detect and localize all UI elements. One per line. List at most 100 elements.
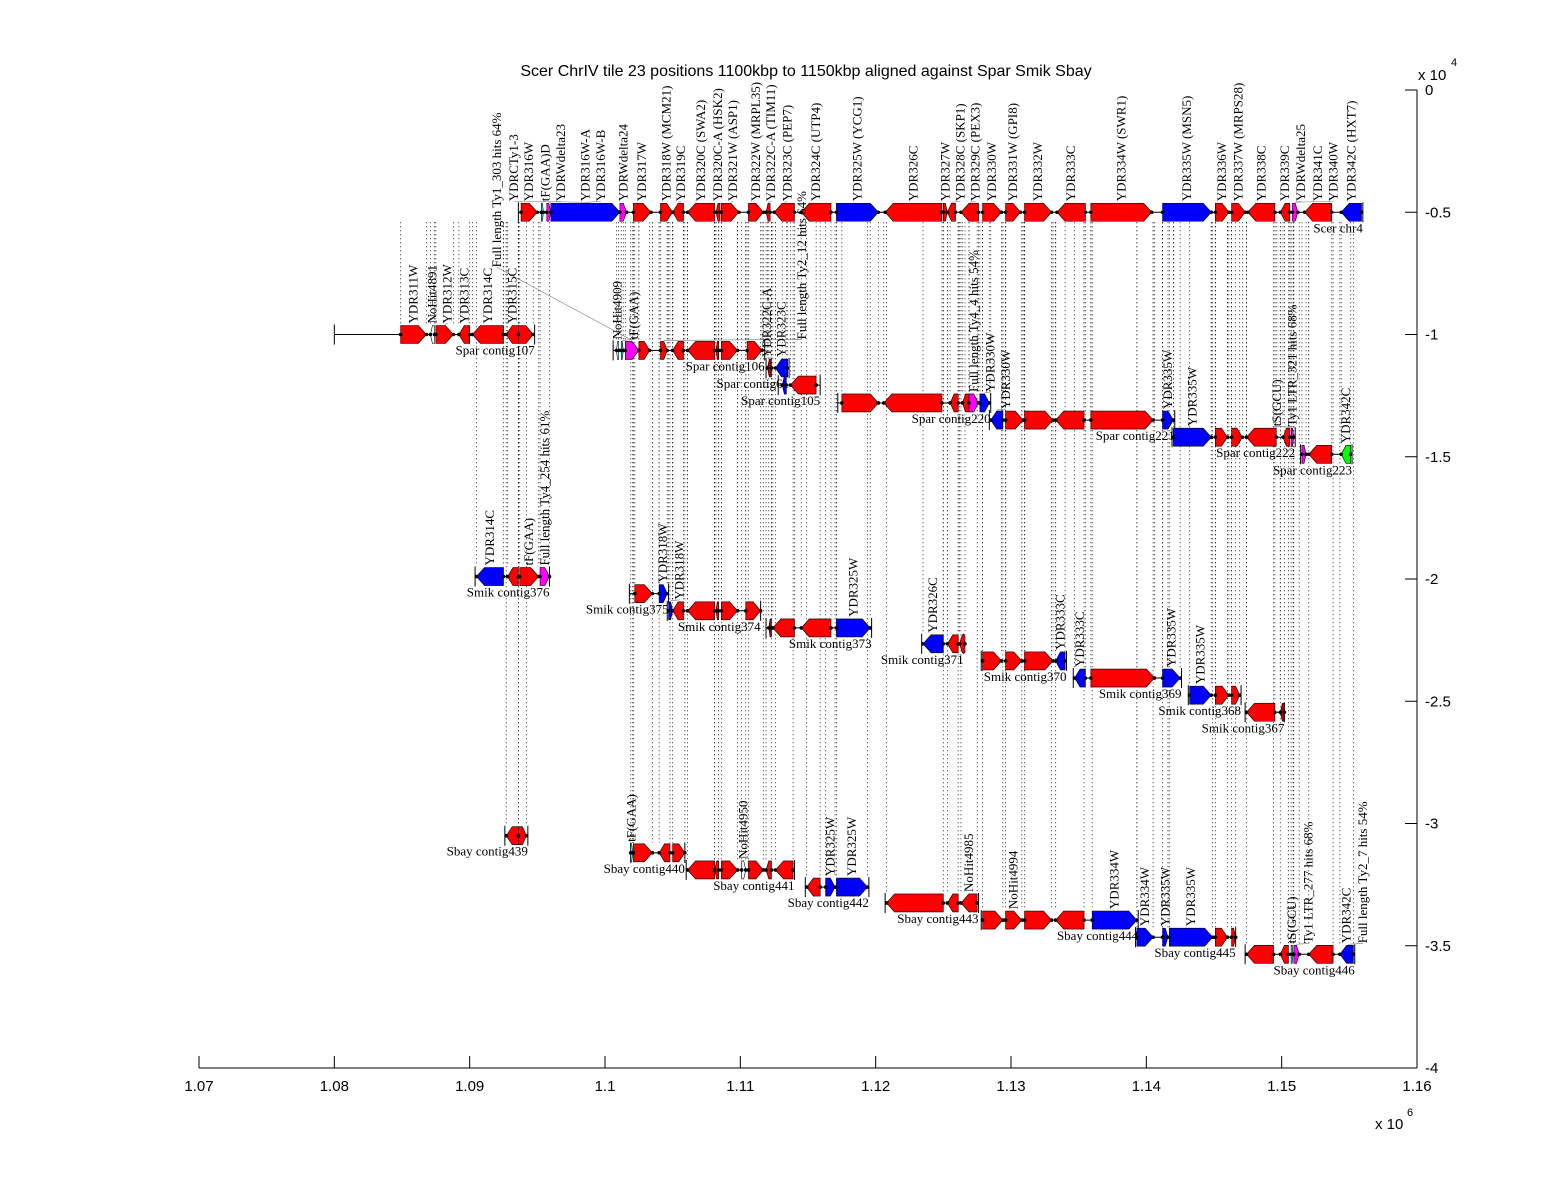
gene-label: YDR316W-A <box>577 128 592 201</box>
gene-arrow <box>1304 202 1333 222</box>
gene-boundary-dot <box>1281 435 1285 439</box>
gene-arrow <box>672 341 684 360</box>
gene-label: YDR316W <box>521 141 536 201</box>
x-tick-label: 1.12 <box>861 1078 890 1095</box>
gene-boundary-dot <box>1083 210 1088 215</box>
gene-boundary-dot <box>1243 210 1247 215</box>
gene-boundary-dot <box>1213 210 1218 215</box>
gene-boundary-dot <box>737 210 741 215</box>
gene-label: NoHit4985 <box>961 833 976 892</box>
gene-arrow <box>1005 651 1023 671</box>
gene-arrow <box>1005 410 1024 430</box>
gene-boundary-dot <box>1227 693 1231 697</box>
contig-label: Smik contig373 <box>789 636 872 651</box>
gene-boundary-dot <box>765 366 770 370</box>
gene-arrow <box>1340 445 1351 464</box>
gene-boundary-dot <box>1278 952 1283 957</box>
gene-arrow <box>1055 651 1066 671</box>
gene-label: YDR335W <box>1192 624 1207 684</box>
gene-boundary-dot <box>1225 935 1230 939</box>
gene-boundary-dot <box>719 608 724 613</box>
label-leader-line <box>444 323 448 325</box>
gene-arrow <box>960 893 978 913</box>
gene-arrow <box>476 567 504 586</box>
gene-boundary-dot <box>1213 693 1218 697</box>
gene-boundary-dot <box>1359 210 1364 215</box>
gene-boundary-dot <box>424 332 429 337</box>
gene-boundary-dot <box>1292 952 1296 957</box>
gene-boundary-dot <box>764 210 768 215</box>
gene-boundary-dot <box>670 348 675 353</box>
gene-arrow <box>1074 668 1086 688</box>
label-leader-line <box>767 200 772 203</box>
gene-boundary-dot <box>1271 952 1276 957</box>
gene-boundary-dot <box>921 641 925 646</box>
label-leader-line <box>984 391 991 394</box>
gene-label: YDR316W-B <box>593 129 608 201</box>
gene-boundary-dot <box>1001 918 1005 922</box>
gene-label: YDR319C <box>673 146 688 202</box>
contig-track: NoHit4994 YDR334W Sbay contig444 <box>980 849 1139 943</box>
y-tick-label: -1 <box>1425 327 1438 344</box>
gene-arrow <box>400 325 427 344</box>
gene-boundary-dot <box>766 626 771 630</box>
gene-label: YDR330W <box>983 332 998 392</box>
gene-label: Full length Ty2_7 hits 54% <box>1355 801 1370 943</box>
x-tick-label: 1.13 <box>996 1078 1025 1095</box>
contig-track: Spar contig105 <box>741 375 821 408</box>
y-axis-multiplier: x 10 <box>1418 67 1446 84</box>
contig-track: YDR326C Smik contig371 <box>881 577 967 667</box>
gene-arrow <box>979 393 990 413</box>
gene-boundary-dot <box>398 332 403 337</box>
gene-arrow <box>1279 202 1291 222</box>
y-tick-label: -4 <box>1425 1060 1438 1077</box>
gene-boundary-dot <box>868 626 873 630</box>
contig-label: Spar contig107 <box>456 343 536 358</box>
gene-arrow <box>687 601 715 621</box>
gene-arrow <box>943 202 948 222</box>
gene-arrow <box>1162 927 1169 947</box>
contig-tracks: YDR316W tF(GAA)D YDRWdelta23 YDR316W-A YDRWd… <box>333 82 1370 977</box>
gene-boundary-dot <box>1160 676 1165 680</box>
gene-arrow <box>1279 945 1289 964</box>
gene-arrow <box>1231 202 1246 222</box>
gene-arrow <box>1090 202 1153 222</box>
gene-arrow <box>781 375 787 395</box>
gene-boundary-dot <box>1300 452 1304 457</box>
gene-arrow <box>672 601 684 621</box>
contig-label: Spar contig222 <box>1216 445 1295 460</box>
chart-title: Scer ChrIV tile 23 positions 1100kbp to … <box>520 63 1091 80</box>
gene-label: Ty1 LTR_277 hits 68% <box>1301 821 1316 943</box>
gene-arrow <box>507 567 519 586</box>
gene-arrow <box>1162 410 1174 430</box>
gene-arrow <box>714 860 719 880</box>
x-tick-label: 1.11 <box>726 1078 754 1095</box>
gene-arrow <box>1005 910 1023 930</box>
gene-arrow <box>800 618 832 638</box>
gene-arrow <box>721 202 740 222</box>
gene-boundary-dot <box>670 608 675 613</box>
gene-arrow <box>1005 202 1021 222</box>
gene-boundary-dot <box>1051 659 1055 663</box>
gene-boundary-dot <box>1244 710 1249 715</box>
gene-boundary-dot <box>1003 918 1008 922</box>
gene-boundary-dot <box>1049 210 1054 215</box>
gene-label: YDR326C <box>925 577 940 633</box>
gene-boundary-dot <box>956 401 961 405</box>
gene-boundary-dot <box>1089 210 1093 215</box>
gene-arrow <box>1169 927 1214 947</box>
gene-arrow <box>505 826 519 846</box>
gene-boundary-dot <box>1339 452 1344 457</box>
gene-boundary-dot <box>716 608 721 613</box>
gene-arrow <box>806 877 821 897</box>
gene-arrow <box>982 910 1004 930</box>
gene-arrow <box>721 341 739 360</box>
contig-label: Sbay contig439 <box>447 844 528 859</box>
gene-boundary-dot <box>978 401 982 405</box>
contig-track: NoHit4985 Sbay contig443 <box>884 833 980 926</box>
gene-label: YDR331W (GPI8) <box>1005 103 1020 201</box>
gene-boundary-dot <box>746 210 751 215</box>
gene-arrow <box>748 860 764 880</box>
gene-boundary-dot <box>1090 918 1094 922</box>
